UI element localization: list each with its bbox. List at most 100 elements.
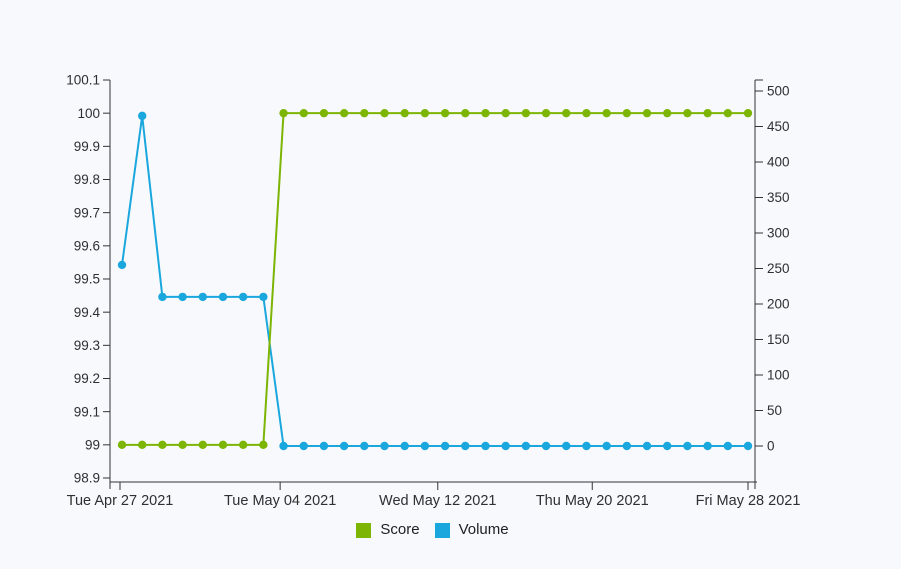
data-point-volume[interactable] [541,441,551,451]
data-point-score[interactable] [703,108,712,118]
legend-item-score[interactable]: Score [356,521,420,539]
data-point-volume[interactable] [420,441,430,451]
y-axis-left-tick-label: 100.1 [66,73,100,88]
y-axis-left-tick-label: 99.8 [74,172,100,187]
data-point-volume[interactable] [461,441,470,451]
y-axis-left-tick-label: 100 [77,106,100,121]
data-point-score[interactable] [279,108,288,118]
y-axis-right-tick-label: 0 [767,439,775,454]
data-point-score[interactable] [360,108,369,118]
y-axis-left-tick-label: 99 [85,437,100,452]
y-axis-right-tick-label: 300 [767,226,790,241]
data-point-volume[interactable] [400,441,409,451]
data-point-volume[interactable] [218,292,228,302]
x-axis-tick-label: Tue Apr 27 2021 [67,493,174,509]
data-point-score[interactable] [117,440,127,450]
data-point-volume[interactable] [360,441,369,451]
data-point-volume[interactable] [319,441,329,451]
data-point-score[interactable] [521,108,531,118]
data-point-volume[interactable] [238,292,248,302]
data-point-score[interactable] [501,108,510,118]
legend-item-volume[interactable]: Volume [434,521,509,539]
y-axis-right-tick-label: 250 [767,261,790,276]
series-line-volume [121,115,748,447]
y-axis-right-tick-label: 150 [767,332,790,347]
y-axis-left-tick-label: 99.7 [74,205,100,220]
y-axis-left-tick-label: 99.5 [74,272,100,287]
y-axis-right-tick-label: 50 [767,403,782,418]
data-point-score[interactable] [440,108,450,118]
data-point-volume[interactable] [117,260,127,270]
data-point-score[interactable] [380,108,389,118]
y-axis-right-tick-label: 500 [767,84,790,99]
data-point-volume[interactable] [582,441,591,451]
y-axis-right-tick-label: 200 [767,297,790,312]
y-axis-right-tick-label: 450 [767,119,790,134]
data-point-score[interactable] [683,108,692,118]
data-point-volume[interactable] [440,441,450,451]
data-point-volume[interactable] [743,441,753,451]
data-point-score[interactable] [218,440,228,450]
y-axis-left-tick-label: 98.9 [74,471,100,486]
data-point-volume[interactable] [703,441,712,451]
data-point-volume[interactable] [481,441,490,451]
data-point-score[interactable] [158,440,167,450]
data-point-score[interactable] [420,108,430,118]
data-point-volume[interactable] [339,441,349,451]
data-point-score[interactable] [319,108,329,118]
data-point-score[interactable] [602,108,611,118]
data-point-volume[interactable] [562,441,571,451]
data-point-score[interactable] [299,108,308,118]
data-point-score[interactable] [178,440,187,450]
y-axis-left-tick-label: 99.3 [74,338,100,353]
data-point-volume[interactable] [299,441,308,451]
data-point-volume[interactable] [663,441,672,451]
data-point-volume[interactable] [723,441,733,451]
data-point-volume[interactable] [198,292,207,302]
data-point-score[interactable] [137,440,147,450]
data-point-volume[interactable] [178,292,187,302]
data-point-volume[interactable] [683,441,692,451]
data-point-volume[interactable] [501,441,510,451]
data-point-score[interactable] [259,440,268,450]
data-point-volume[interactable] [259,292,268,302]
legend-label: Score [380,521,420,538]
data-point-score[interactable] [642,108,652,118]
data-point-volume[interactable] [642,441,652,451]
data-point-score[interactable] [743,108,753,118]
data-point-volume[interactable] [602,441,611,451]
data-point-score[interactable] [562,108,571,118]
data-point-score[interactable] [238,440,248,450]
data-point-score[interactable] [400,108,409,118]
x-axis-tick-label: Fri May 28 2021 [696,493,801,509]
x-axis-tick-label: Tue May 04 2021 [224,493,336,509]
data-point-score[interactable] [481,108,490,118]
data-point-volume[interactable] [521,441,531,451]
data-point-score[interactable] [339,108,349,118]
legend-swatch-volume [434,522,450,538]
data-point-volume[interactable] [380,441,389,451]
legend-swatch-score [356,522,372,538]
x-axis-tick-label: Thu May 20 2021 [536,493,649,509]
data-point-score[interactable] [198,440,207,450]
data-point-score[interactable] [622,108,632,118]
y-axis-left-tick-label: 99.1 [74,404,100,419]
y-axis-right-tick-label: 350 [767,190,790,205]
data-point-score[interactable] [582,108,591,118]
data-point-score[interactable] [541,108,551,118]
data-point-volume[interactable] [279,441,288,451]
data-point-score[interactable] [723,108,733,118]
legend-label: Volume [458,521,509,538]
data-point-score[interactable] [663,108,672,118]
y-axis-left-tick-label: 99.6 [74,238,100,253]
series-line-score [122,112,748,446]
data-point-volume[interactable] [137,111,147,121]
y-axis-left-tick-label: 99.9 [74,139,100,154]
data-point-volume[interactable] [158,292,167,302]
data-point-score[interactable] [461,108,470,118]
y-axis-right-tick-label: 100 [767,368,790,383]
data-point-volume[interactable] [622,441,632,451]
y-axis-left-tick-label: 99.4 [74,305,101,320]
